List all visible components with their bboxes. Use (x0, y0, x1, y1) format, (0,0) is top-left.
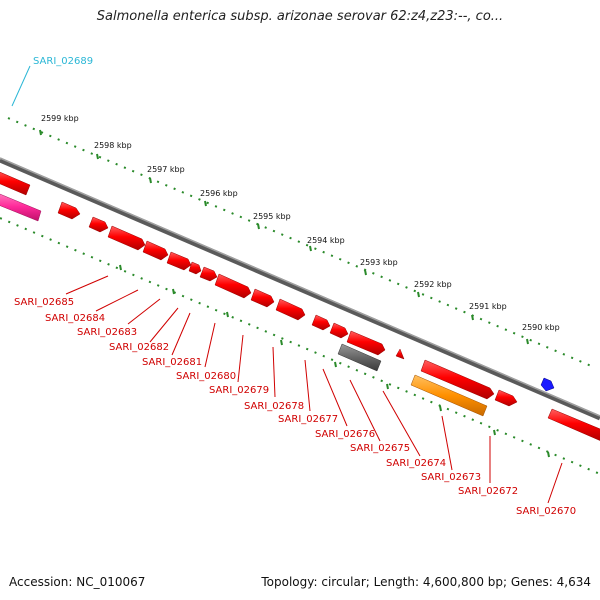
gene-feature[interactable] (88, 216, 109, 233)
gene-labels: SARI_02685 SARI_02684 SARI_02683 SARI_02… (14, 297, 576, 517)
genome-backbone (0, 157, 600, 421)
scale-label: 2596 kbp (200, 189, 238, 198)
gene-label[interactable]: SARI_02685 (14, 297, 74, 308)
scale-label: 2597 kbp (147, 165, 185, 174)
gene-feature[interactable] (329, 322, 349, 339)
gene-label[interactable]: SARI_02677 (278, 414, 338, 425)
gene-feature[interactable] (420, 359, 495, 400)
gene-label[interactable]: SARI_02679 (209, 385, 269, 396)
lower-track-ticks (119, 264, 550, 458)
gene-label-leaders (65, 275, 563, 504)
top-gene-label-group: SARI_02689 (11, 56, 93, 107)
gene-label[interactable]: SARI_02675 (350, 443, 410, 454)
gene-label[interactable]: SARI_02684 (45, 313, 105, 324)
gene-label[interactable]: SARI_02674 (386, 458, 446, 469)
gene-label[interactable]: SARI_02683 (77, 327, 137, 338)
gene-label[interactable]: SARI_02678 (244, 401, 304, 412)
scale-label: 2593 kbp (360, 258, 398, 267)
lower-track (0, 217, 600, 475)
gene-feature[interactable] (188, 261, 202, 275)
scale-label: 2590 kbp (522, 323, 560, 332)
gene-feature[interactable] (57, 201, 81, 220)
scale-label: 2598 kbp (94, 141, 132, 150)
gene-blocks (0, 170, 600, 441)
scale-label: 2591 kbp (469, 302, 507, 311)
gene-feature[interactable] (547, 408, 600, 441)
scale-label: 2595 kbp (253, 212, 291, 221)
gene-feature[interactable] (142, 240, 169, 261)
accession-text: Accession: NC_010067 (9, 575, 146, 589)
gene-label[interactable]: SARI_02676 (315, 429, 375, 440)
gene-feature[interactable] (311, 314, 331, 331)
gene-feature[interactable] (337, 343, 382, 372)
scale-label: 2594 kbp (307, 236, 345, 245)
gene-label[interactable]: SARI_02682 (109, 342, 169, 353)
gene-feature[interactable] (107, 225, 146, 251)
gene-feature[interactable] (275, 298, 306, 321)
gene-feature[interactable] (214, 273, 252, 299)
gene-label[interactable]: SARI_02672 (458, 486, 518, 497)
gene-feature[interactable] (0, 192, 42, 222)
scale-label: 2592 kbp (414, 280, 452, 289)
gene-feature[interactable] (395, 348, 405, 360)
gene-feature[interactable] (199, 266, 218, 282)
scale-track (7, 117, 597, 369)
scale-labels: 2599 kbp 2598 kbp 2597 kbp 2596 kbp 2595… (41, 114, 560, 332)
map-title: Salmonella enterica subsp. arizonae sero… (96, 9, 504, 24)
gene-feature[interactable] (494, 389, 518, 407)
gene-feature[interactable] (346, 330, 386, 356)
gene-feature[interactable] (0, 170, 31, 196)
gene-label[interactable]: SARI_02681 (142, 357, 202, 368)
gene-label-top[interactable]: SARI_02689 (33, 56, 93, 67)
gene-feature[interactable] (410, 374, 488, 417)
scale-label: 2599 kbp (41, 114, 79, 123)
genome-summary-text: Topology: circular; Length: 4,600,800 bp… (261, 575, 591, 589)
scale-ticks (39, 129, 529, 345)
gene-feature[interactable] (166, 251, 192, 271)
gene-label[interactable]: SARI_02673 (421, 472, 481, 483)
gene-feature[interactable] (250, 288, 275, 308)
gene-label[interactable]: SARI_02680 (176, 371, 236, 382)
gene-label[interactable]: SARI_02670 (516, 506, 576, 517)
gene-feature[interactable] (540, 377, 555, 392)
